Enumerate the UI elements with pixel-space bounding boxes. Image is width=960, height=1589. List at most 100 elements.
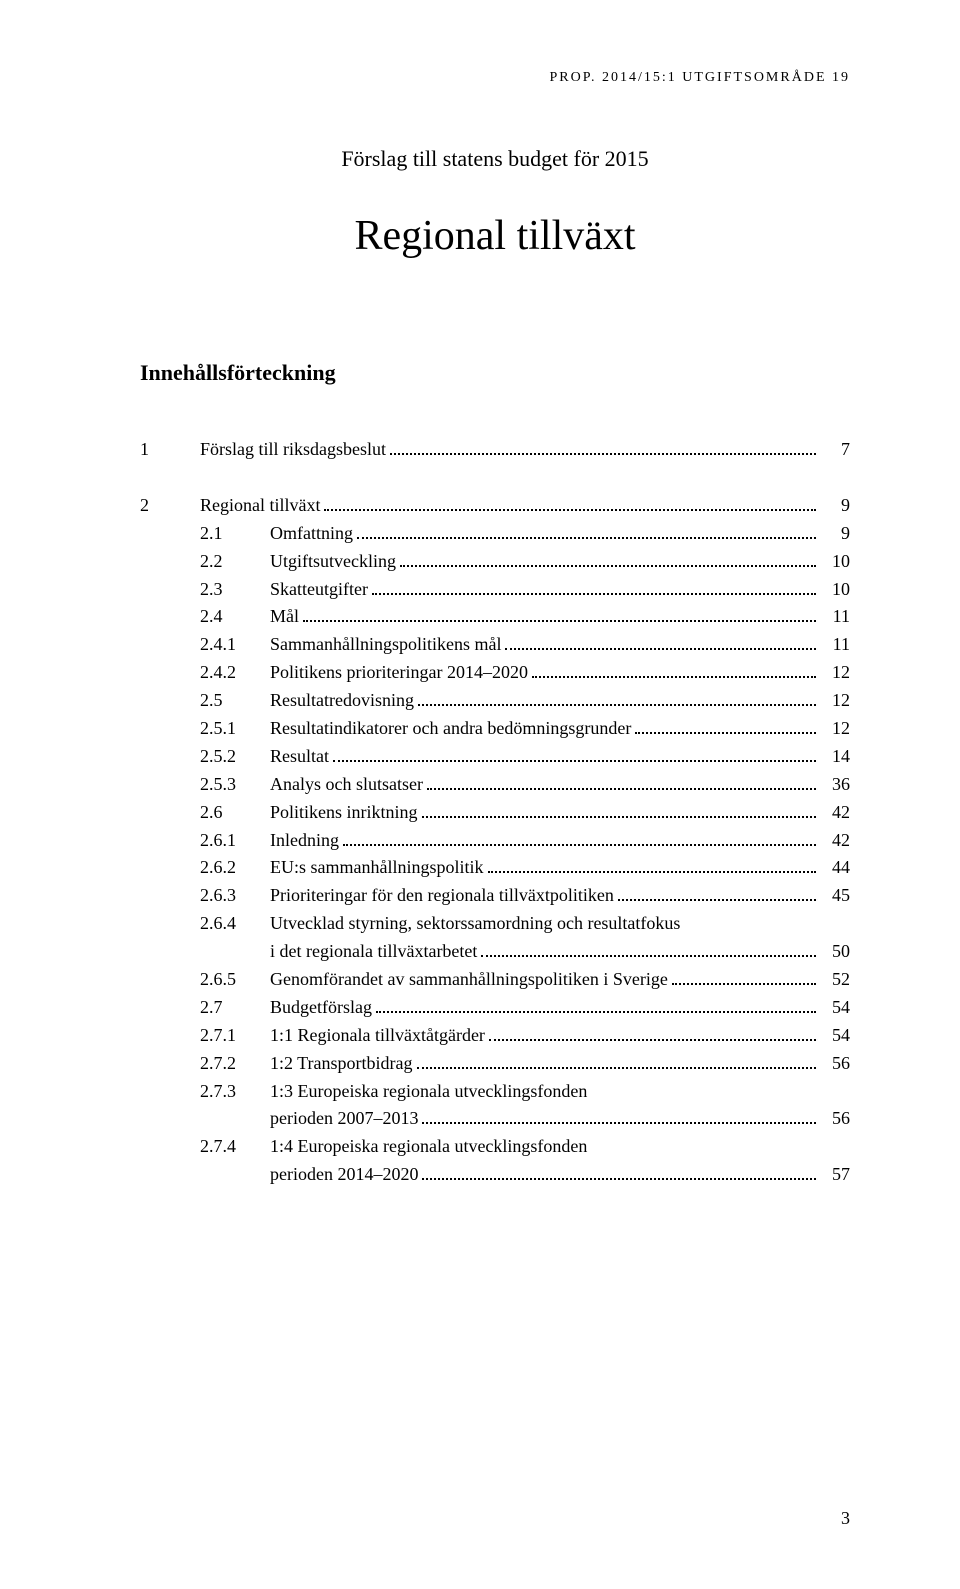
toc-row: 2.7.31:3 Europeiska regionala utveckling… bbox=[140, 1078, 850, 1106]
toc-row: 2.5.3Analys och slutsatser36 bbox=[140, 771, 850, 799]
toc-number: 2.6.1 bbox=[200, 827, 270, 855]
toc-number: 2.4.2 bbox=[200, 659, 270, 687]
toc-entry: 2.3Skatteutgifter10 bbox=[140, 576, 850, 604]
toc-row: 2.5.2Resultat14 bbox=[140, 743, 850, 771]
document-title: Regional tillväxt bbox=[140, 212, 850, 260]
toc-leader bbox=[390, 437, 816, 455]
toc-number: 2.6.4 bbox=[200, 910, 270, 938]
toc-number: 2.6.2 bbox=[200, 854, 270, 882]
toc-leader bbox=[417, 1051, 816, 1069]
toc-entry: 2.5.3Analys och slutsatser36 bbox=[140, 771, 850, 799]
toc-page: 44 bbox=[820, 854, 850, 882]
toc-entry: 2.6.1Inledning42 bbox=[140, 827, 850, 855]
toc-page: 36 bbox=[820, 771, 850, 799]
toc-leader bbox=[372, 576, 816, 594]
toc-number: 2.5.3 bbox=[200, 771, 270, 799]
toc-title: Inledning bbox=[270, 827, 339, 855]
toc-leader bbox=[481, 939, 816, 957]
toc-leader bbox=[635, 716, 816, 734]
toc-leader bbox=[357, 521, 816, 539]
toc-leader bbox=[422, 800, 816, 818]
toc-row-continuation: perioden 2014–2020 57 bbox=[140, 1161, 850, 1189]
toc-number: 2.7.4 bbox=[200, 1133, 270, 1161]
page-number: 3 bbox=[841, 1508, 850, 1529]
toc-leader bbox=[333, 744, 816, 762]
running-head: PROP. 2014/15:1 UTGIFTSOMRÅDE 19 bbox=[140, 70, 850, 86]
toc-page: 14 bbox=[820, 743, 850, 771]
toc-title: Utgiftsutveckling bbox=[270, 548, 396, 576]
toc-leader bbox=[343, 827, 816, 845]
toc-entry: 2.4.1Sammanhållningspolitikens mål11 bbox=[140, 631, 850, 659]
toc-entry: 2.6.3Prioriteringar för den regionala ti… bbox=[140, 882, 850, 910]
toc-title: Skatteutgifter bbox=[270, 576, 368, 604]
toc-title: 1:4 Europeiska regionala utvecklingsfond… bbox=[270, 1133, 587, 1161]
toc-page: 54 bbox=[820, 1022, 850, 1050]
toc-row: 1Förslag till riksdagsbeslut7 bbox=[140, 436, 850, 464]
toc-title: Budgetförslag bbox=[270, 994, 372, 1022]
toc-leader bbox=[324, 493, 816, 511]
toc-row: 2.7.11:1 Regionala tillväxtåtgärder54 bbox=[140, 1022, 850, 1050]
toc-number: 2.5.2 bbox=[200, 743, 270, 771]
toc-title: Omfattning bbox=[270, 520, 353, 548]
toc-page: 12 bbox=[820, 659, 850, 687]
toc-row: 2.1Omfattning9 bbox=[140, 520, 850, 548]
toc-title: Resultatredovisning bbox=[270, 687, 414, 715]
toc-entry: 2.5.1Resultatindikatorer och andra bedöm… bbox=[140, 715, 850, 743]
toc-leader bbox=[672, 967, 816, 985]
toc-title: Mål bbox=[270, 603, 299, 631]
toc-row: 2.5.1Resultatindikatorer och andra bedöm… bbox=[140, 715, 850, 743]
toc-title: Politikens prioriteringar 2014–2020 bbox=[270, 659, 528, 687]
toc-leader bbox=[532, 660, 816, 678]
toc-title: perioden 2014–2020 bbox=[270, 1161, 418, 1189]
toc-row: 2.7.41:4 Europeiska regionala utveckling… bbox=[140, 1133, 850, 1161]
toc-leader bbox=[427, 772, 816, 790]
toc-row: 2.4.2Politikens prioriteringar 2014–2020… bbox=[140, 659, 850, 687]
toc-page: 56 bbox=[820, 1050, 850, 1078]
toc-title: Resultatindikatorer och andra bedömnings… bbox=[270, 715, 631, 743]
toc-entry: 2.6.2EU:s sammanhållningspolitik44 bbox=[140, 854, 850, 882]
toc-number: 2.7.2 bbox=[200, 1050, 270, 1078]
table-of-contents: 1Förslag till riksdagsbeslut72Regional t… bbox=[140, 436, 850, 1189]
toc-page: 7 bbox=[820, 436, 850, 464]
toc-row: 2.3Skatteutgifter10 bbox=[140, 576, 850, 604]
toc-title: 1:2 Transportbidrag bbox=[270, 1050, 413, 1078]
toc-entry: 2.6.5Genomförandet av sammanhållningspol… bbox=[140, 966, 850, 994]
toc-entry: 1Förslag till riksdagsbeslut7 bbox=[140, 436, 850, 464]
toc-row: 2.6.1Inledning42 bbox=[140, 827, 850, 855]
toc-entry: 2.4Mål11 bbox=[140, 603, 850, 631]
toc-page: 57 bbox=[820, 1161, 850, 1189]
toc-page: 45 bbox=[820, 882, 850, 910]
toc-page: 9 bbox=[820, 520, 850, 548]
toc-entry: 2.7.11:1 Regionala tillväxtåtgärder54 bbox=[140, 1022, 850, 1050]
toc-page: 42 bbox=[820, 799, 850, 827]
toc-row: 2Regional tillväxt9 bbox=[140, 492, 850, 520]
toc-leader bbox=[505, 632, 816, 650]
toc-page: 52 bbox=[820, 966, 850, 994]
toc-page: 12 bbox=[820, 687, 850, 715]
toc-number: 2.5.1 bbox=[200, 715, 270, 743]
toc-row: 2.6.2EU:s sammanhållningspolitik44 bbox=[140, 854, 850, 882]
toc-number: 2.7 bbox=[200, 994, 270, 1022]
toc-number: 2.2 bbox=[200, 548, 270, 576]
toc-row: 2.2Utgiftsutveckling 10 bbox=[140, 548, 850, 576]
toc-entry: 2.5.2Resultat14 bbox=[140, 743, 850, 771]
toc-entry: 2.7.31:3 Europeiska regionala utveckling… bbox=[140, 1078, 850, 1134]
toc-title: Prioriteringar för den regionala tillväx… bbox=[270, 882, 614, 910]
toc-title: i det regionala tillväxtarbetet bbox=[270, 938, 477, 966]
toc-entry: 2.7.21:2 Transportbidrag 56 bbox=[140, 1050, 850, 1078]
toc-title: Förslag till riksdagsbeslut bbox=[200, 436, 386, 464]
toc-title: 1:3 Europeiska regionala utvecklingsfond… bbox=[270, 1078, 587, 1106]
toc-entry: 2Regional tillväxt9 bbox=[140, 492, 850, 520]
toc-row: 2.5Resultatredovisning12 bbox=[140, 687, 850, 715]
toc-entry: 2.2Utgiftsutveckling 10 bbox=[140, 548, 850, 576]
toc-entry: 2.4.2Politikens prioriteringar 2014–2020… bbox=[140, 659, 850, 687]
toc-page: 12 bbox=[820, 715, 850, 743]
toc-page: 11 bbox=[820, 603, 850, 631]
toc-number: 2 bbox=[140, 492, 200, 520]
toc-title: Genomförandet av sammanhållningspolitike… bbox=[270, 966, 668, 994]
toc-title: Regional tillväxt bbox=[200, 492, 320, 520]
toc-leader bbox=[422, 1162, 816, 1180]
toc-page: 10 bbox=[820, 548, 850, 576]
toc-leader bbox=[400, 548, 816, 566]
toc-title: Utvecklad styrning, sektorssamordning oc… bbox=[270, 910, 680, 938]
